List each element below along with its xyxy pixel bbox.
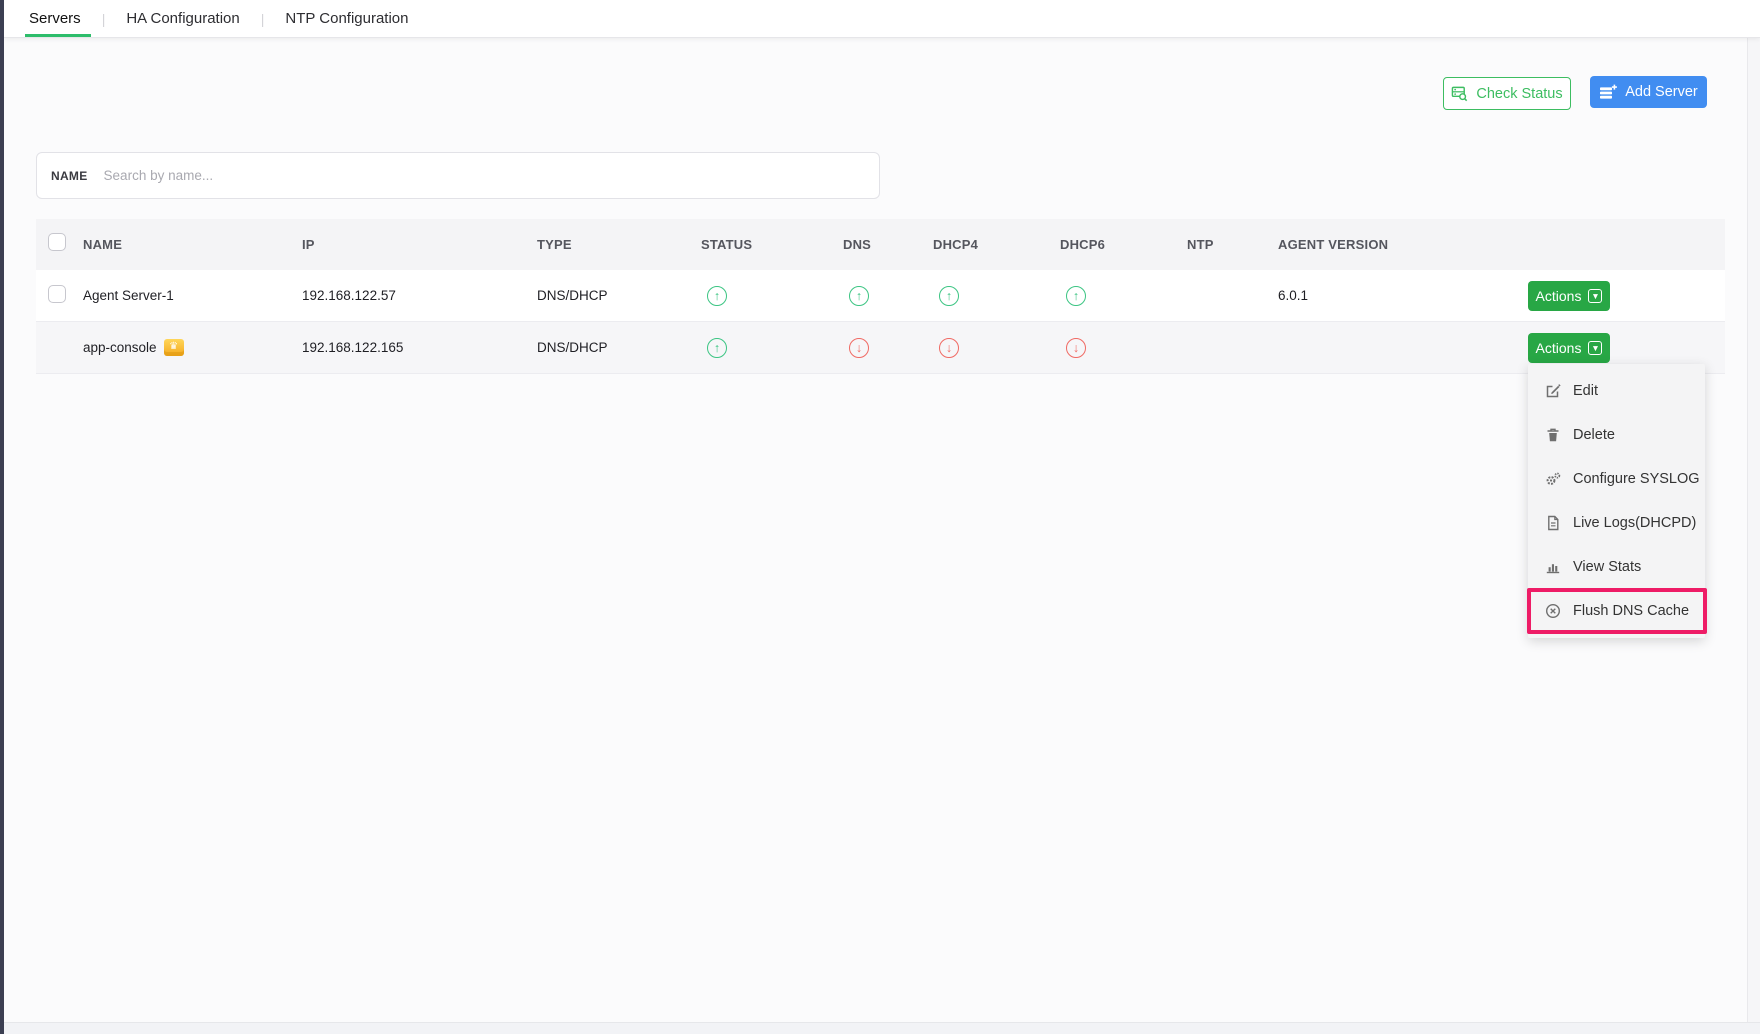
menu-item-label: Edit — [1573, 383, 1598, 399]
header-ip: IP — [302, 237, 315, 252]
scrollbar-track[interactable] — [1747, 38, 1760, 1022]
server-type: DNS/DHCP — [537, 288, 608, 303]
dns-status-icon — [849, 285, 869, 306]
server-plus-icon — [1600, 84, 1618, 99]
select-all-checkbox[interactable] — [48, 233, 66, 251]
x-circle-icon — [1545, 603, 1561, 619]
tab-separator: | — [101, 10, 106, 27]
menu-item-label: View Stats — [1573, 559, 1642, 575]
sidebar-edge — [0, 0, 4, 1034]
header-status: STATUS — [701, 237, 753, 252]
server-ip: 192.168.122.165 — [302, 340, 404, 355]
trash-icon — [1547, 428, 1559, 442]
menu-item-live-logs[interactable]: Live Logs(DHCPD) — [1528, 501, 1705, 545]
check-status-label: Check Status — [1476, 85, 1563, 102]
gears-icon — [1546, 472, 1561, 485]
agent-version: 6.0.1 — [1278, 288, 1309, 303]
tab-ntp-configuration[interactable]: NTP Configuration — [283, 0, 410, 37]
actions-button[interactable]: Actions ▼ — [1528, 332, 1610, 363]
dhcp4-status-icon — [939, 285, 959, 306]
nav-tabs: Servers | HA Configuration | NTP Configu… — [25, 0, 411, 37]
tab-ha-label: HA Configuration — [126, 10, 240, 27]
caret-down-icon: ▼ — [1588, 340, 1603, 355]
check-status-button[interactable]: Check Status — [1443, 77, 1571, 110]
search-input[interactable] — [103, 153, 879, 198]
servers-table: NAME IP TYPE STATUS DNS DHCP4 DHCP6 NTP … — [36, 219, 1725, 374]
edit-icon — [1546, 384, 1561, 398]
dhcp6-status-icon — [1066, 337, 1086, 358]
top-navbar: Servers | HA Configuration | NTP Configu… — [4, 0, 1760, 38]
header-dns: DNS — [843, 237, 872, 252]
tab-separator: | — [260, 10, 265, 27]
menu-item-label: Delete — [1573, 427, 1615, 443]
tab-servers[interactable]: Servers — [25, 0, 91, 37]
active-tab-underline — [25, 34, 91, 37]
header-name: NAME — [83, 237, 123, 252]
dhcp4-status-icon — [939, 337, 959, 358]
table-row: app-console ♛ 192.168.122.165 DNS/DHCP A… — [36, 322, 1725, 374]
header-type: TYPE — [537, 237, 572, 252]
search-label: NAME — [51, 168, 88, 183]
dns-status-icon — [849, 337, 869, 358]
header-ntp: NTP — [1187, 237, 1214, 252]
actions-dropdown-menu: Edit Delete Configure SYSLOG — [1528, 364, 1705, 638]
header-dhcp4: DHCP4 — [933, 237, 979, 252]
server-search-icon — [1452, 86, 1468, 102]
menu-item-configure-syslog[interactable]: Configure SYSLOG — [1528, 457, 1705, 501]
server-ip: 192.168.122.57 — [302, 288, 396, 303]
menu-item-label: Live Logs(DHCPD) — [1573, 515, 1697, 531]
menu-item-flush-dns-cache[interactable]: Flush DNS Cache — [1528, 589, 1705, 633]
search-box: NAME — [36, 152, 880, 199]
header-agent-version: AGENT VERSION — [1278, 237, 1389, 252]
actions-button[interactable]: Actions ▼ — [1528, 280, 1610, 311]
actions-label: Actions — [1535, 287, 1582, 304]
bar-chart-icon — [1546, 564, 1560, 574]
status-arrow-icon — [707, 285, 727, 306]
content-area: Check Status Add Server NAME NAME IP — [4, 38, 1760, 1022]
tab-ha-configuration[interactable]: HA Configuration — [124, 0, 241, 37]
actions-label: Actions — [1535, 339, 1582, 356]
tab-servers-label: Servers — [29, 10, 81, 27]
menu-item-view-stats[interactable]: View Stats — [1528, 545, 1705, 589]
dhcp6-status-icon — [1066, 285, 1086, 306]
add-server-button[interactable]: Add Server — [1590, 76, 1707, 108]
tab-ntp-label: NTP Configuration — [285, 10, 409, 27]
row-checkbox[interactable] — [48, 285, 66, 303]
bottom-strip — [4, 1022, 1760, 1034]
status-arrow-icon — [707, 337, 727, 358]
menu-item-label: Configure SYSLOG — [1573, 471, 1700, 487]
header-dhcp6: DHCP6 — [1060, 237, 1106, 252]
table-row: Agent Server-1 192.168.122.57 DNS/DHCP 6… — [36, 270, 1725, 322]
crown-icon: ♛ — [169, 340, 179, 352]
file-icon — [1548, 515, 1559, 531]
menu-item-edit[interactable]: Edit — [1528, 369, 1705, 413]
server-name: app-console — [83, 340, 157, 355]
menu-item-delete[interactable]: Delete — [1528, 413, 1705, 457]
add-server-label: Add Server — [1625, 84, 1698, 100]
server-type: DNS/DHCP — [537, 340, 608, 355]
menu-item-label: Flush DNS Cache — [1573, 603, 1690, 619]
table-header-row: NAME IP TYPE STATUS DNS DHCP4 DHCP6 NTP … — [36, 219, 1725, 270]
master-crown-badge: ♛ — [163, 339, 184, 356]
caret-down-icon: ▼ — [1588, 288, 1603, 303]
server-name: Agent Server-1 — [83, 288, 174, 303]
